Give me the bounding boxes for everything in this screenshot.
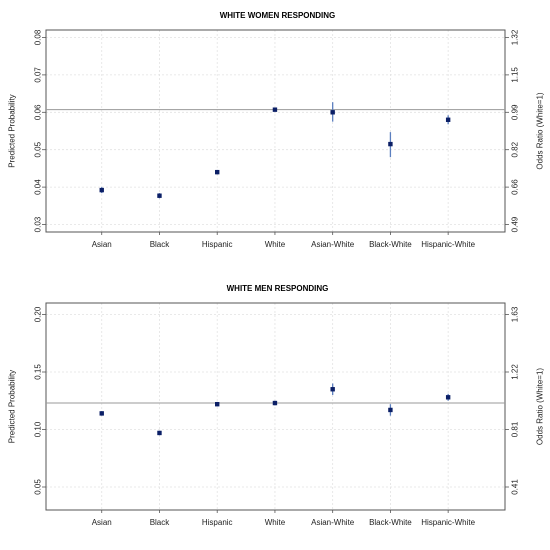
y-tick-label: 0.08 bbox=[34, 29, 43, 45]
y2-tick-label: 0.99 bbox=[511, 104, 520, 120]
y2-tick-label: 0.82 bbox=[511, 141, 520, 157]
chart-panel-1: WHITE WOMEN RESPONDING 0.03 0.04 0.05 0.06 0.… bbox=[8, 11, 545, 249]
y2-tick-label: 0.41 bbox=[511, 479, 520, 495]
y2-tick-label: 1.32 bbox=[511, 29, 520, 45]
x-tick-label: Asian bbox=[92, 240, 112, 249]
y-tick-label: 0.03 bbox=[34, 216, 43, 232]
data-point bbox=[388, 407, 393, 413]
plot-frame bbox=[45, 29, 506, 233]
y2-axis-label: Odds Ratio (White=1) bbox=[536, 92, 545, 169]
y-tick-label: 0.05 bbox=[34, 141, 43, 157]
y-tick-label: 0.20 bbox=[34, 306, 43, 322]
x-tick-label: Hispanic-White bbox=[421, 518, 475, 527]
y2-tick-label: 0.49 bbox=[511, 216, 520, 232]
x-tick-label: Black bbox=[150, 240, 171, 249]
chart-title: WHITE MEN RESPONDING bbox=[227, 284, 329, 293]
x-tick-label: Asian bbox=[92, 518, 112, 527]
y2-tick-label: 0.66 bbox=[511, 179, 520, 195]
y2-tick-label: 1.15 bbox=[511, 67, 520, 83]
y2-axis-label: Odds Ratio (White=1) bbox=[536, 368, 545, 445]
data-point bbox=[445, 395, 451, 400]
chart-panel-2: WHITE MEN RESPONDING 0.05 0.10 0.15 0.20 0.41… bbox=[8, 284, 545, 527]
x-tick-label: Asian-White bbox=[311, 518, 355, 527]
data-point bbox=[388, 141, 393, 147]
x-tick-label: Hispanic-White bbox=[421, 240, 475, 249]
data-point bbox=[99, 187, 104, 193]
x-tick-label: Black-White bbox=[369, 240, 412, 249]
x-tick-label: Asian-White bbox=[311, 240, 355, 249]
data-point bbox=[215, 402, 220, 407]
y2-tick-label: 1.63 bbox=[511, 306, 520, 322]
data-point bbox=[99, 411, 104, 416]
x-tick-label: Black bbox=[150, 518, 171, 527]
y-axis-label: Predicted Probability bbox=[8, 370, 17, 443]
x-tick-label: Black-White bbox=[369, 518, 412, 527]
x-tick-label: White bbox=[265, 240, 286, 249]
y2-tick-label: 0.81 bbox=[511, 421, 520, 437]
data-point bbox=[272, 107, 278, 112]
y-tick-label: 0.15 bbox=[34, 364, 43, 380]
data-point bbox=[272, 400, 278, 406]
y2-tick-label: 1.22 bbox=[511, 364, 520, 380]
data-point bbox=[157, 430, 162, 436]
data-point bbox=[445, 117, 451, 122]
y-tick-label: 0.10 bbox=[34, 421, 43, 437]
data-point bbox=[330, 110, 335, 115]
y-tick-label: 0.06 bbox=[34, 104, 43, 120]
y-tick-label: 0.05 bbox=[34, 479, 43, 495]
plot-frame bbox=[45, 302, 506, 511]
y-axis-label: Predicted Probability bbox=[8, 94, 17, 167]
x-tick-label: White bbox=[265, 518, 286, 527]
x-tick-label: Hispanic bbox=[202, 240, 233, 249]
y-tick-label: 0.07 bbox=[34, 67, 43, 83]
x-tick-label: Hispanic bbox=[202, 518, 233, 527]
chart-title: WHITE WOMEN RESPONDING bbox=[220, 11, 336, 20]
data-point bbox=[330, 387, 335, 392]
data-point bbox=[215, 169, 220, 175]
data-point bbox=[157, 193, 162, 198]
y-tick-label: 0.04 bbox=[34, 179, 43, 195]
